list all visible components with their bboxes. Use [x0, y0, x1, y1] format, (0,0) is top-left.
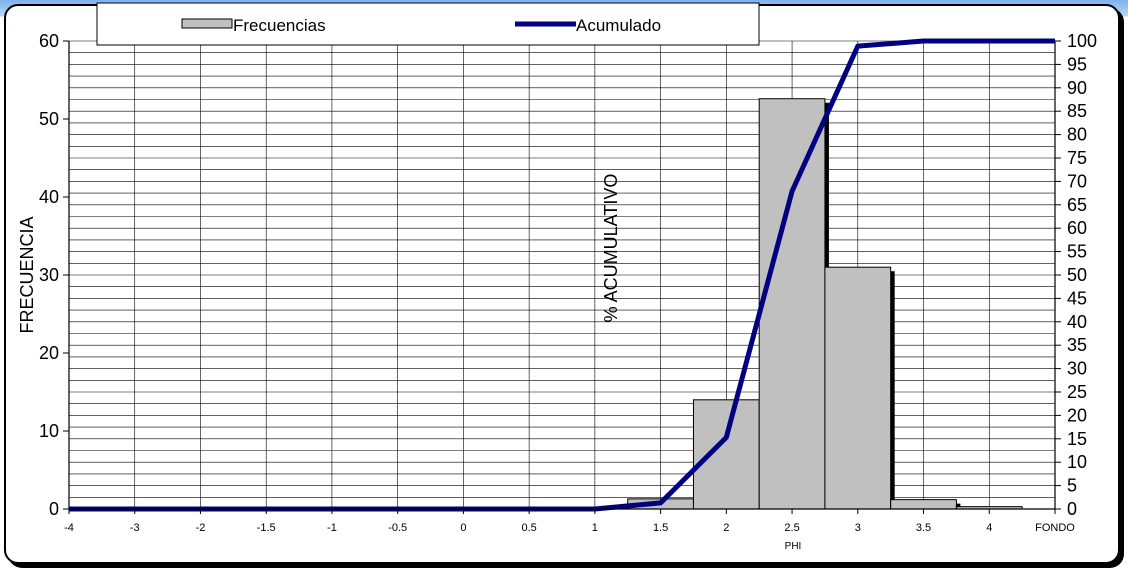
y-right-tick-label: 90: [1067, 78, 1087, 98]
y-left-tick-label: 30: [39, 265, 59, 285]
x-tick-label: -0.5: [388, 522, 407, 534]
y-right-tick-label: 0: [1067, 499, 1077, 519]
x-tick-label: 3: [855, 522, 861, 534]
x-tick-label: 0: [460, 522, 466, 534]
y-right-tick-label: 50: [1067, 265, 1087, 285]
y-left-tick-label: 50: [39, 109, 59, 129]
x-tick-label: -1: [327, 522, 337, 534]
y-right-tick-label: 10: [1067, 452, 1087, 472]
x-tick-label: -3: [130, 522, 140, 534]
y-right-tick-label: 5: [1067, 476, 1077, 496]
y-right-tick-label: 40: [1067, 312, 1087, 332]
legend-bar-swatch: [181, 18, 233, 29]
x-tick-label: 1: [592, 522, 598, 534]
y-right-tick-label: 100: [1067, 31, 1097, 51]
y-left-tick-label: 20: [39, 343, 59, 363]
axes-layer: 0102030405060051015202530354045505560657…: [39, 31, 1097, 534]
legend-line-label: Acumulado: [576, 16, 661, 35]
y2-axis-title: % ACUMULATIVO: [601, 174, 621, 323]
y-right-tick-label: 65: [1067, 195, 1087, 215]
x-tick-label: FONDO: [1035, 522, 1075, 534]
x-tick-label: 2: [723, 522, 729, 534]
bar: [692, 399, 760, 510]
chart-frame: [4, 4, 1120, 564]
y-right-tick-label: 25: [1067, 382, 1087, 402]
y-left-tick-label: 0: [49, 499, 59, 519]
y-right-tick-label: 45: [1067, 288, 1087, 308]
x-tick-label: 0.5: [521, 522, 536, 534]
y-axis-title: FRECUENCIA: [17, 216, 37, 333]
x-tick-label: -1.5: [257, 522, 276, 534]
x-tick-label: 4: [986, 522, 992, 534]
y-right-tick-label: 80: [1067, 125, 1087, 145]
bar: [758, 98, 826, 510]
bars-layer: [627, 98, 1023, 510]
legend-bar-label: Frecuencias: [233, 16, 326, 35]
y-right-tick-label: 95: [1067, 54, 1087, 74]
grid-layer: [68, 40, 1056, 510]
x-axis-title: PHI: [785, 541, 802, 552]
bar: [824, 266, 892, 510]
x-tick-label: 2.5: [784, 522, 799, 534]
y-right-tick-label: 15: [1067, 429, 1087, 449]
y-right-tick-label: 60: [1067, 218, 1087, 238]
y-left-tick-label: 40: [39, 187, 59, 207]
x-tick-label: 3.5: [916, 522, 931, 534]
x-tick-label: 1.5: [653, 522, 668, 534]
y-right-tick-label: 20: [1067, 405, 1087, 425]
bar: [890, 499, 957, 510]
legend-layer: Frecuencias Acumulado: [96, 2, 760, 46]
y-right-tick-label: 70: [1067, 171, 1087, 191]
y-left-tick-label: 60: [39, 31, 59, 51]
y-right-tick-label: 75: [1067, 148, 1087, 168]
y-left-tick-label: 10: [39, 421, 59, 441]
x-tick-label: -2: [196, 522, 206, 534]
y-right-tick-label: 30: [1067, 359, 1087, 379]
y-right-tick-label: 85: [1067, 101, 1087, 121]
y-right-tick-label: 55: [1067, 242, 1087, 262]
x-tick-label: -4: [64, 522, 74, 534]
y-right-tick-label: 35: [1067, 335, 1087, 355]
